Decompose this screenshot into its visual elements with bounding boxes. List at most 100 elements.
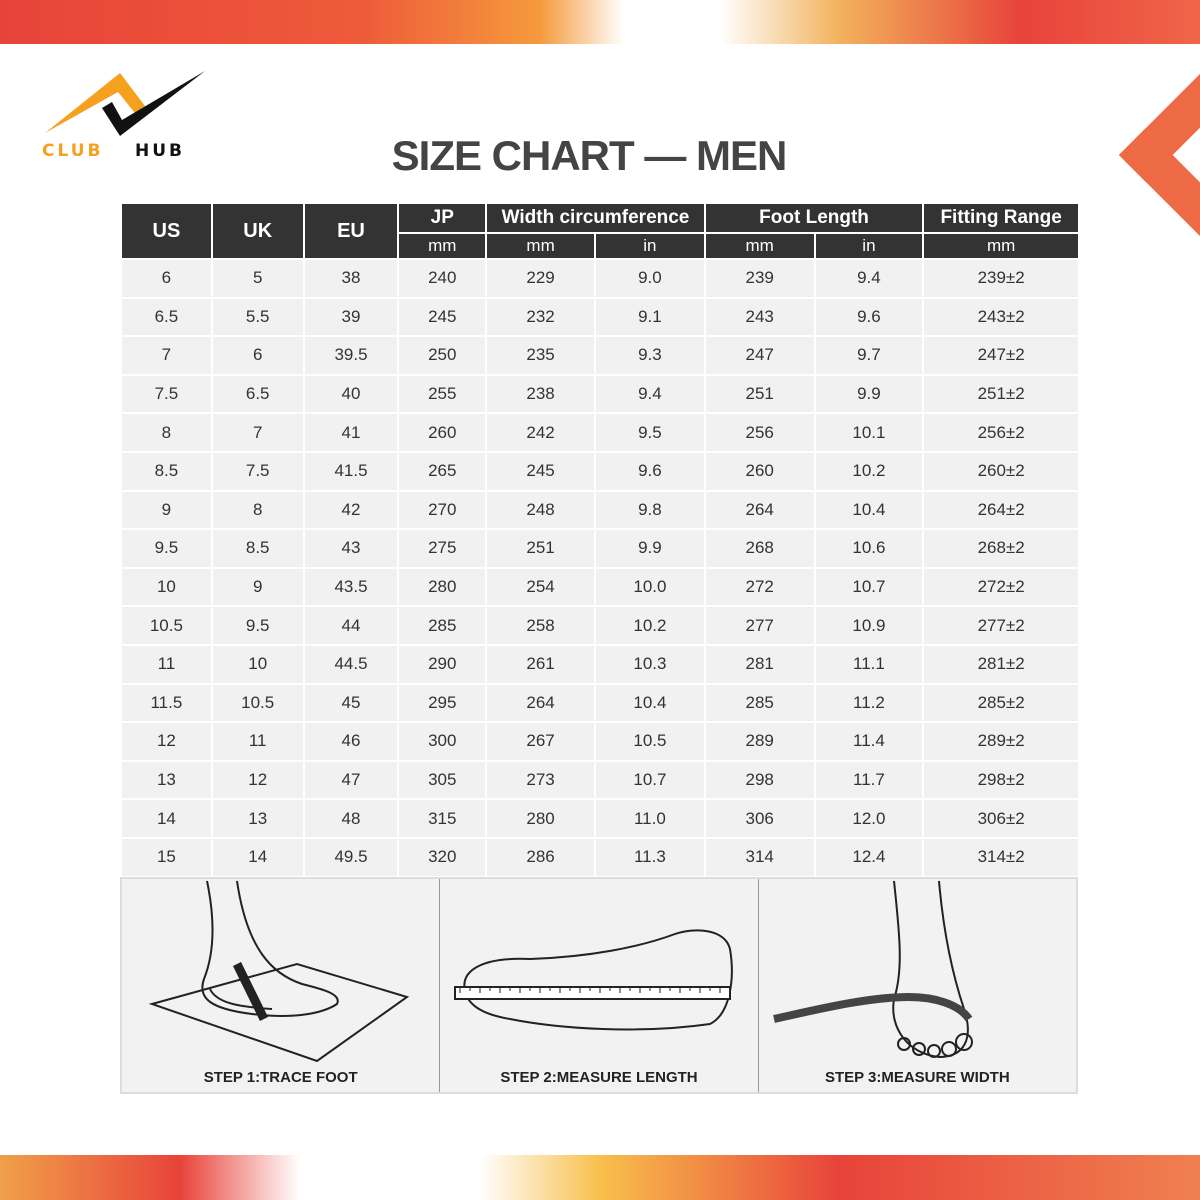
table-cell: 8.5 bbox=[210, 528, 305, 569]
table-cell: 45 bbox=[302, 682, 400, 724]
table-cell: 12.4 bbox=[813, 836, 925, 878]
table-cell: 268 bbox=[703, 528, 816, 569]
table-cell: 41 bbox=[302, 412, 400, 453]
table-cell: 49.5 bbox=[302, 836, 400, 878]
unit-header: in bbox=[593, 232, 706, 260]
table-cell: 9.8 bbox=[593, 489, 706, 531]
table-cell: 38 bbox=[302, 258, 400, 299]
table-cell: 6.5 bbox=[210, 373, 305, 415]
table-cell: 258 bbox=[485, 605, 596, 646]
table-cell: 281±2 bbox=[922, 643, 1080, 685]
table-cell: 235 bbox=[485, 335, 596, 376]
step-trace-foot: STEP 1:TRACE FOOT bbox=[122, 879, 441, 1092]
table-cell: 9.5 bbox=[210, 605, 305, 646]
table-cell: 243 bbox=[703, 296, 816, 338]
table-cell: 7.5 bbox=[120, 373, 213, 415]
table-cell: 298±2 bbox=[922, 759, 1080, 801]
table-cell: 315 bbox=[397, 798, 488, 839]
table-cell: 42 bbox=[302, 489, 400, 531]
table-cell: 8 bbox=[210, 489, 305, 531]
table-row: 9.5 8.5 43 275 251 9.9 268 10.6 268±2 bbox=[120, 528, 1080, 569]
table-cell: 11.2 bbox=[813, 682, 925, 724]
table-row: 8 7 41 260 242 9.5 256 10.1 256±2 bbox=[120, 412, 1080, 453]
table-cell: 277±2 bbox=[922, 605, 1080, 646]
table-row: 8.5 7.5 41.5 265 245 9.6 260 10.2 260±2 bbox=[120, 450, 1080, 492]
table-cell: 256 bbox=[703, 412, 816, 453]
table-cell: 273 bbox=[485, 759, 596, 801]
step-measure-length: STEP 2:MEASURE LENGTH bbox=[440, 879, 759, 1092]
table-cell: 9.4 bbox=[813, 258, 925, 299]
unit-header: mm bbox=[922, 232, 1080, 260]
table-cell: 8.5 bbox=[120, 450, 213, 492]
table-cell: 10.5 bbox=[593, 721, 706, 762]
table-cell: 10.3 bbox=[593, 643, 706, 685]
table-cell: 11 bbox=[210, 721, 305, 762]
table-cell: 280 bbox=[397, 566, 488, 608]
table-cell: 239 bbox=[703, 258, 816, 299]
table-cell: 248 bbox=[485, 489, 596, 531]
table-cell: 9.5 bbox=[593, 412, 706, 453]
step-label: STEP 3:MEASURE WIDTH bbox=[824, 1069, 1010, 1086]
table-cell: 300 bbox=[397, 721, 488, 762]
table-cell: 10 bbox=[120, 566, 213, 608]
table-cell: 13 bbox=[210, 798, 305, 839]
table-cell: 251 bbox=[485, 528, 596, 569]
table-cell: 320 bbox=[397, 836, 488, 878]
table-cell: 295 bbox=[397, 682, 488, 724]
club-hub-logo: CLUB HUB bbox=[42, 71, 205, 161]
table-cell: 242 bbox=[485, 412, 596, 453]
header-uk: UK bbox=[210, 202, 305, 260]
table-cell: 11.4 bbox=[813, 721, 925, 762]
table-row: 9 8 42 270 248 9.8 264 10.4 264±2 bbox=[120, 489, 1080, 531]
table-row: 12 11 46 300 267 10.5 289 11.4 289±2 bbox=[120, 721, 1080, 762]
table-cell: 39 bbox=[302, 296, 400, 338]
table-cell: 286 bbox=[485, 836, 596, 878]
table-cell: 9.9 bbox=[593, 528, 706, 569]
table-row: 7.5 6.5 40 255 238 9.4 251 9.9 251±2 bbox=[120, 373, 1080, 415]
table-cell: 265 bbox=[397, 450, 488, 492]
table-cell: 15 bbox=[120, 836, 213, 878]
table-cell: 268±2 bbox=[922, 528, 1080, 569]
table-cell: 10.6 bbox=[813, 528, 925, 569]
table-row: 11.5 10.5 45 295 264 10.4 285 11.2 285±2 bbox=[120, 682, 1080, 724]
table-cell: 9.6 bbox=[813, 296, 925, 338]
measure-length-illustration bbox=[454, 929, 734, 1031]
table-cell: 289±2 bbox=[922, 721, 1080, 762]
table-cell: 240 bbox=[397, 258, 488, 299]
size-chart-table: US UK EU JP Width circumference Foot Len… bbox=[120, 202, 1080, 878]
table-cell: 305 bbox=[397, 759, 488, 801]
table-cell: 7.5 bbox=[210, 450, 305, 492]
step-measure-width: STEP 3:MEASURE WIDTH bbox=[759, 879, 1076, 1092]
table-cell: 6.5 bbox=[120, 296, 213, 338]
table-cell: 285 bbox=[703, 682, 816, 724]
table-cell: 41.5 bbox=[302, 450, 400, 492]
page-title: SIZE CHART — MEN bbox=[391, 132, 788, 179]
table-row: 7 6 39.5 250 235 9.3 247 9.7 247±2 bbox=[120, 335, 1080, 376]
table-cell: 9 bbox=[120, 489, 213, 531]
table-cell: 245 bbox=[397, 296, 488, 338]
table-cell: 264 bbox=[485, 682, 596, 724]
table-cell: 270 bbox=[397, 489, 488, 531]
table-cell: 7 bbox=[210, 412, 305, 453]
table-cell: 12.0 bbox=[813, 798, 925, 839]
table-cell: 6 bbox=[120, 258, 213, 299]
step-label: STEP 1:TRACE FOOT bbox=[203, 1069, 358, 1086]
table-cell: 44 bbox=[302, 605, 400, 646]
unit-header: mm bbox=[397, 232, 488, 260]
table-cell: 260±2 bbox=[922, 450, 1080, 492]
unit-header: mm bbox=[485, 232, 596, 260]
table-cell: 46 bbox=[302, 721, 400, 762]
table-cell: 264±2 bbox=[922, 489, 1080, 531]
table-row: 6.5 5.5 39 245 232 9.1 243 9.6 243±2 bbox=[120, 296, 1080, 338]
table-cell: 11.7 bbox=[813, 759, 925, 801]
table-cell: 275 bbox=[397, 528, 488, 569]
table-cell: 10.5 bbox=[210, 682, 305, 724]
table-cell: 10.1 bbox=[813, 412, 925, 453]
table-cell: 260 bbox=[397, 412, 488, 453]
table-cell: 243±2 bbox=[922, 296, 1080, 338]
header-jp: JP bbox=[397, 202, 488, 234]
table-cell: 9 bbox=[210, 566, 305, 608]
table-cell: 256±2 bbox=[922, 412, 1080, 453]
step-label: STEP 2:MEASURE LENGTH bbox=[500, 1069, 698, 1086]
table-cell: 48 bbox=[302, 798, 400, 839]
